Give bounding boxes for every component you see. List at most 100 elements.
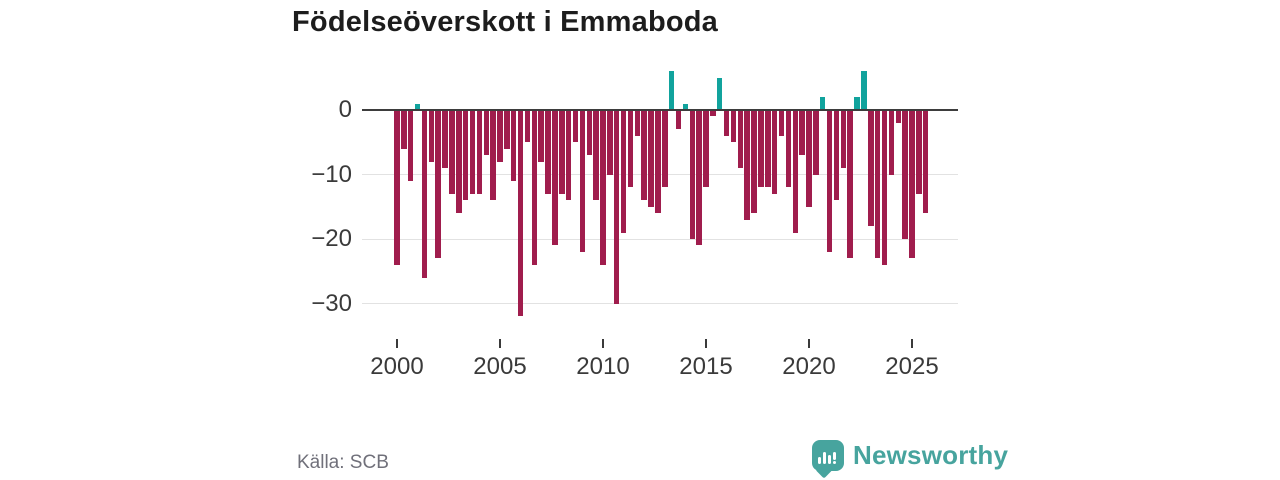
bar bbox=[854, 97, 860, 110]
x-tick-label: 2010 bbox=[576, 353, 630, 380]
bar bbox=[476, 110, 483, 194]
bar bbox=[902, 110, 908, 239]
x-tick bbox=[602, 339, 604, 348]
bar bbox=[449, 110, 455, 194]
x-tick bbox=[705, 339, 707, 348]
bar bbox=[428, 110, 435, 162]
bar bbox=[916, 110, 922, 194]
bar bbox=[730, 110, 737, 143]
bar bbox=[751, 110, 757, 214]
bar bbox=[785, 110, 792, 188]
bar bbox=[620, 110, 627, 233]
x-tick-label: 2015 bbox=[679, 353, 733, 380]
x-tick bbox=[808, 339, 810, 348]
bar bbox=[407, 110, 414, 181]
bar bbox=[497, 110, 503, 162]
bar bbox=[696, 110, 702, 246]
bar bbox=[510, 110, 517, 181]
bar bbox=[442, 110, 448, 169]
bar bbox=[421, 110, 428, 278]
brand-name: Newsworthy bbox=[853, 440, 1009, 470]
bar bbox=[572, 110, 579, 143]
bar bbox=[716, 77, 723, 110]
x-tick-label: 2000 bbox=[370, 353, 424, 380]
bar bbox=[765, 110, 771, 188]
bar bbox=[414, 103, 421, 110]
bar bbox=[600, 110, 606, 265]
bar bbox=[435, 110, 441, 259]
bar bbox=[826, 110, 833, 252]
bar bbox=[655, 110, 661, 214]
bar bbox=[579, 110, 586, 252]
bar bbox=[881, 110, 888, 265]
bar bbox=[874, 110, 881, 259]
bar bbox=[744, 110, 750, 220]
x-tick-label: 2005 bbox=[473, 353, 527, 380]
bar bbox=[703, 110, 709, 188]
bar bbox=[524, 110, 531, 143]
bar bbox=[456, 110, 462, 214]
bar bbox=[531, 110, 538, 265]
bar bbox=[627, 110, 634, 188]
bar bbox=[641, 110, 647, 201]
bar bbox=[909, 110, 915, 259]
x-tick bbox=[499, 339, 501, 348]
source-note: Källa: SCB bbox=[297, 452, 389, 473]
bar bbox=[593, 110, 599, 201]
page-title: Födelseöverskott i Emmaboda bbox=[292, 6, 719, 38]
newsworthy-speech-bubble-bar-chart-icon bbox=[812, 440, 844, 479]
grid-line bbox=[362, 238, 958, 240]
bar bbox=[861, 71, 867, 110]
y-tick-label: −10 bbox=[311, 160, 352, 188]
bar bbox=[668, 71, 675, 110]
bar bbox=[737, 110, 744, 169]
bar bbox=[648, 110, 654, 207]
bar bbox=[689, 110, 696, 239]
y-tick-label: −20 bbox=[311, 225, 352, 252]
bar bbox=[394, 110, 400, 265]
bar bbox=[469, 110, 476, 194]
brand-logo: Newsworthy bbox=[812, 440, 1009, 479]
bar bbox=[888, 110, 895, 175]
bar bbox=[847, 110, 853, 259]
bar bbox=[462, 110, 469, 201]
x-tick-label: 2025 bbox=[885, 353, 939, 380]
y-tick-label: 0 bbox=[338, 96, 352, 123]
bar bbox=[504, 110, 510, 149]
bar bbox=[840, 110, 847, 169]
bar bbox=[675, 110, 682, 130]
zero-axis-line bbox=[362, 108, 958, 111]
bar bbox=[607, 110, 613, 175]
bar bbox=[806, 110, 812, 207]
bar bbox=[682, 103, 689, 110]
bar bbox=[613, 110, 620, 304]
bar bbox=[538, 110, 544, 162]
bar bbox=[895, 110, 902, 123]
bar bbox=[401, 110, 407, 149]
bar bbox=[586, 110, 593, 156]
x-tick bbox=[911, 339, 913, 348]
x-tick bbox=[396, 339, 398, 348]
bar bbox=[559, 110, 565, 194]
bar bbox=[710, 110, 716, 117]
x-tick-label: 2020 bbox=[782, 353, 836, 380]
bar bbox=[723, 110, 730, 136]
bar bbox=[565, 110, 572, 201]
y-tick-label: −30 bbox=[311, 289, 352, 317]
bar bbox=[868, 110, 874, 227]
bar bbox=[771, 110, 778, 194]
bar bbox=[490, 110, 496, 201]
bar bbox=[778, 110, 785, 136]
bar bbox=[634, 110, 641, 136]
bar bbox=[792, 110, 799, 233]
bar bbox=[552, 110, 558, 246]
bar bbox=[483, 110, 490, 156]
bar bbox=[813, 110, 819, 175]
bar bbox=[833, 110, 840, 201]
bar bbox=[819, 97, 826, 110]
bar bbox=[545, 110, 551, 194]
bar bbox=[799, 110, 805, 156]
grid-line bbox=[362, 303, 958, 304]
bar bbox=[517, 110, 524, 317]
